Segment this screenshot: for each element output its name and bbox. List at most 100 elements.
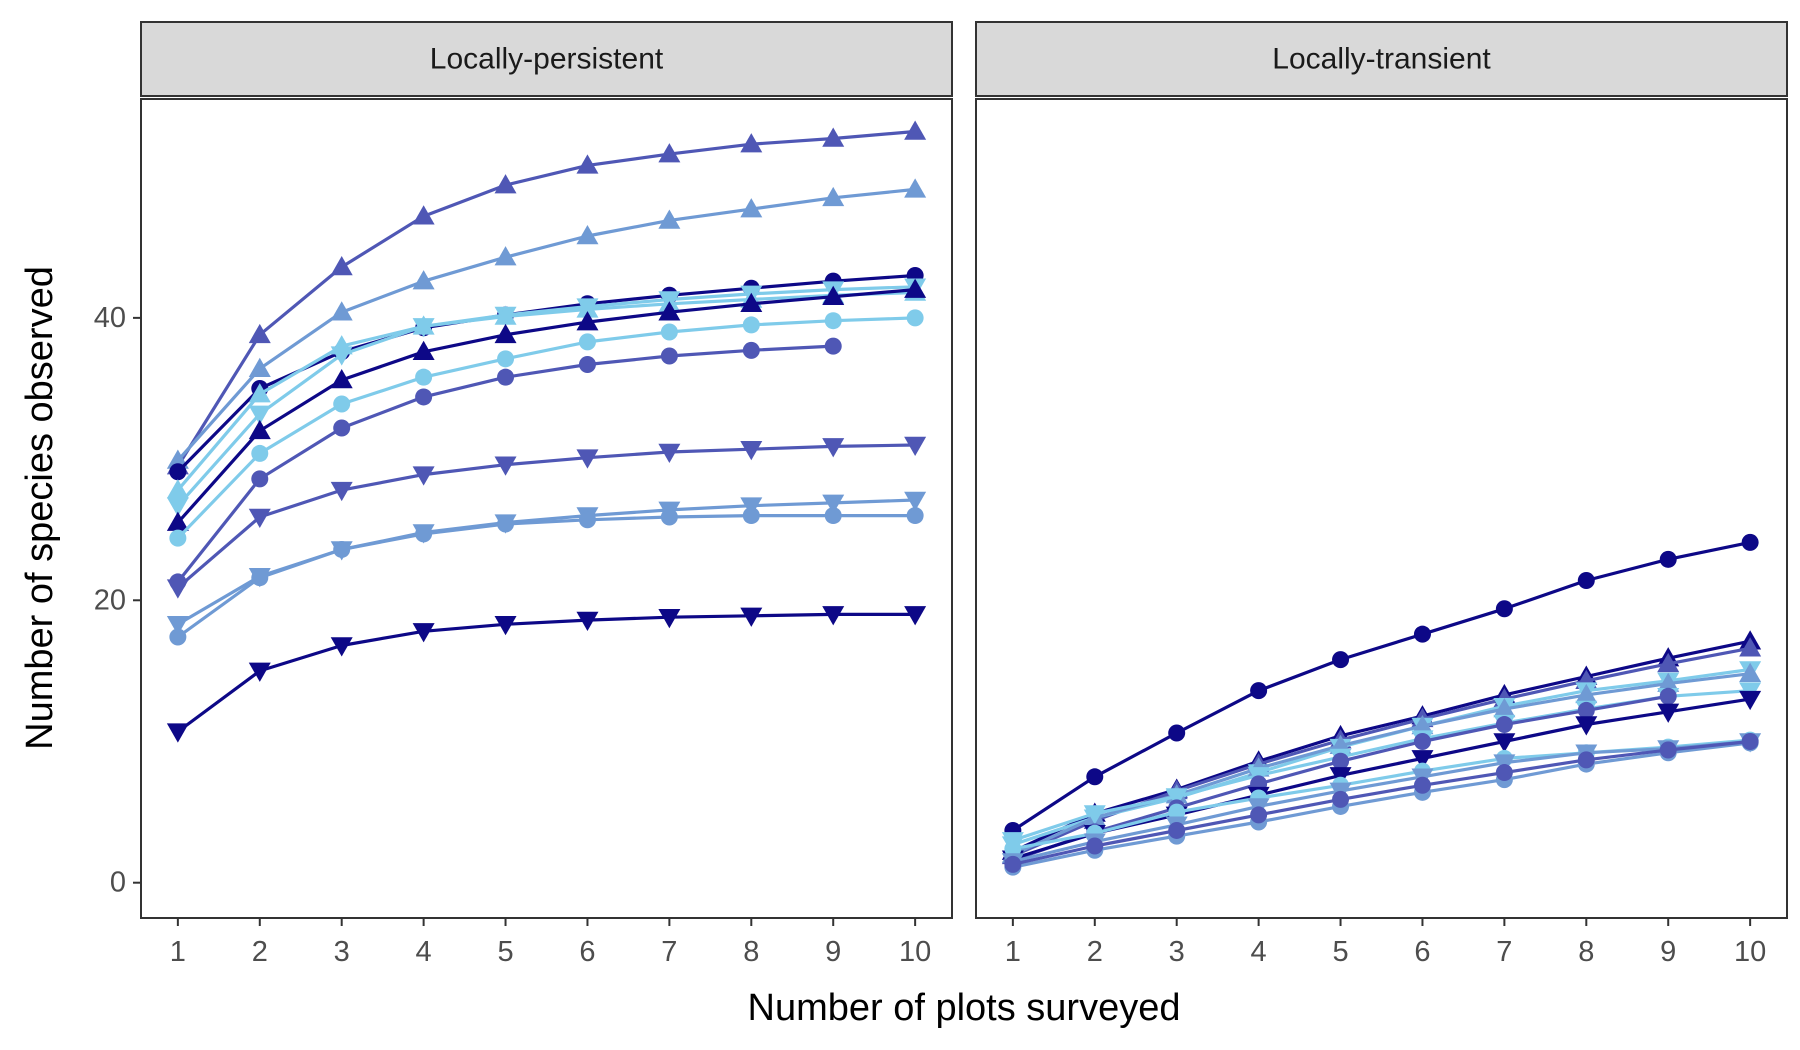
panel-2-series-5-point-9: [1657, 672, 1680, 692]
panel-1-series-1-point-4: [412, 205, 435, 225]
panel-2-series-12-point-9: [1659, 741, 1677, 759]
panel-1-series-12-point-2: [248, 662, 271, 682]
panel-1-series-8-point-4: [415, 388, 433, 406]
panel-1-series-6-point-6: [576, 311, 599, 331]
panel-1-series-11-point-8: [742, 507, 760, 525]
panel-1-x-tick-label-10: 10: [899, 936, 931, 968]
panel-1-series-10-point-8: [740, 497, 763, 517]
panel-2-series-6-point-3: [1165, 788, 1188, 808]
panel-locally-persistent: Locally-persistent: [140, 21, 953, 919]
panel-1-x-tick-label-7: 7: [661, 936, 677, 968]
panel-2-series-6-point-2: [1083, 805, 1106, 825]
panel-2-series-12-point-2: [1086, 837, 1104, 855]
panel-1-series-1-point-8: [740, 133, 763, 153]
panel-2-series-1-point-6: [1413, 625, 1431, 643]
panel-1-series-12-point-10: [904, 606, 927, 626]
panel-1-series-11-point-10: [906, 507, 924, 525]
panel-1-series-11-line: [176, 513, 916, 639]
panel-1-series-6-point-3: [330, 369, 353, 389]
panel-1-series-11-point-1: [169, 628, 187, 646]
panel-1-series-10-line: [177, 498, 916, 626]
panel-1-series-2-point-2: [248, 357, 271, 377]
panel-1-series-1-point-2: [248, 323, 271, 344]
panel-2-series-12-point-7: [1495, 764, 1513, 782]
panel-2-series-5-point-10: [1739, 662, 1762, 682]
panel-1-series-8-point-2: [251, 470, 269, 488]
panel-1-series-11-point-5: [497, 515, 515, 533]
panel-1-series-7-point-2: [251, 444, 269, 462]
panel-2-strip-title: Locally-transient: [1272, 43, 1491, 76]
panel-1-series-9-point-8: [740, 440, 763, 461]
panel-1-series-6-point-1: [166, 511, 189, 531]
panel-1-series-6-line: [176, 288, 916, 524]
panel-1-series-7-point-9: [824, 312, 842, 330]
panel-1-x-tick-label-9: 9: [825, 936, 841, 968]
panel-1-series-12-point-6: [576, 611, 599, 632]
panel-1-series-1-point-6: [576, 154, 599, 174]
panel-1-series-1-point-3: [330, 256, 353, 276]
panel-1-series-5-line: [176, 290, 916, 492]
panel-1-series-12-point-7: [658, 608, 681, 629]
panel-2-x-tick-label-4: 4: [1251, 936, 1267, 968]
panel-locally-transient: Locally-transient: [975, 21, 1788, 919]
panel-1-series-5-point-5: [494, 305, 517, 325]
panel-1-series-8-point-8: [742, 341, 760, 359]
panel-1-series-1-point-9: [822, 127, 845, 147]
panel-1-series-8-point-5: [497, 368, 515, 386]
panel-1-series-2-point-9: [822, 186, 845, 207]
panel-2-border: [975, 98, 1788, 919]
panel-1-series-12-point-3: [330, 637, 353, 657]
y-axis: 0 20 40: [94, 302, 141, 899]
panel-1-series-11-point-7: [660, 508, 678, 526]
panel-2-x-tick-label-3: 3: [1169, 936, 1185, 968]
panel-1-series-9-point-7: [658, 443, 681, 464]
panel-2-series-7-point-8: [1577, 701, 1595, 719]
panel-1-series-2-point-4: [412, 270, 435, 290]
panel-2-series-11-line: [1012, 741, 1751, 869]
y-tick-label-1: 0: [110, 867, 126, 899]
panel-1-series-9-point-2: [248, 508, 271, 528]
panel-1-series-8-point-7: [660, 347, 678, 365]
panel-1-series-2-point-8: [740, 198, 763, 218]
panel-2-series-3-point-10: [1739, 637, 1762, 657]
panel-1-series-6-point-10: [904, 278, 927, 298]
panel-2-strip: [975, 21, 1788, 97]
panel-1-series-3-point-1: [169, 463, 187, 481]
panel-2-series-9-point-1: [1004, 840, 1022, 858]
panel-2-series-1-point-3: [1168, 724, 1186, 742]
panel-1-series-3-line: [176, 273, 916, 473]
panel-1-series-11-point-3: [333, 540, 351, 558]
panel-2-series-5-point-7: [1493, 698, 1516, 718]
panel-1-series-12-point-5: [494, 616, 517, 636]
panel-1-series-9-point-5: [494, 456, 517, 476]
y-tick-label-2: 20: [94, 584, 126, 616]
panel-2-series-10-line: [1012, 739, 1751, 864]
panel-2-series-7-point-5: [1332, 752, 1350, 770]
panel-1-series-1-line: [176, 129, 916, 467]
panel-1-series-12-point-4: [412, 623, 435, 643]
panel-1-series-5-point-6: [576, 298, 599, 318]
panel-2-plot-area: [1001, 533, 1762, 876]
panel-1-series-12-point-9: [822, 606, 845, 626]
panel-2-series-5-point-8: [1575, 683, 1598, 704]
panel-1-series-9-point-10: [904, 436, 927, 456]
panel-1-series-7-line: [176, 316, 916, 540]
panel-1-series-2-point-6: [576, 224, 599, 245]
panel-1-border: [140, 98, 953, 919]
panel-1-x-tick-label-8: 8: [743, 936, 759, 968]
panel-2-x-tick-label-8: 8: [1578, 936, 1594, 968]
panel-1-series-6-point-4: [412, 340, 435, 361]
panel-2-x-tick-label-7: 7: [1496, 936, 1512, 968]
panel-2-series-12-point-5: [1332, 790, 1350, 808]
panel-2-x-tick-label-9: 9: [1660, 936, 1676, 968]
panel-2-series-1-point-10: [1741, 533, 1759, 551]
panel-2-series-12-point-10: [1741, 732, 1759, 750]
panel-1-series-5-point-4: [412, 315, 435, 335]
panel-1-series-11-point-2: [251, 569, 269, 587]
panel-2-x-tick-label-10: 10: [1734, 936, 1766, 968]
panel-1-series-7-point-7: [660, 323, 678, 341]
panel-1-series-6-point-5: [494, 323, 517, 344]
panel-2-x-tick-label-5: 5: [1332, 936, 1348, 968]
panel-1-series-2-point-7: [658, 209, 681, 229]
x-axis-title: Number of plots surveyed: [748, 987, 1181, 1029]
